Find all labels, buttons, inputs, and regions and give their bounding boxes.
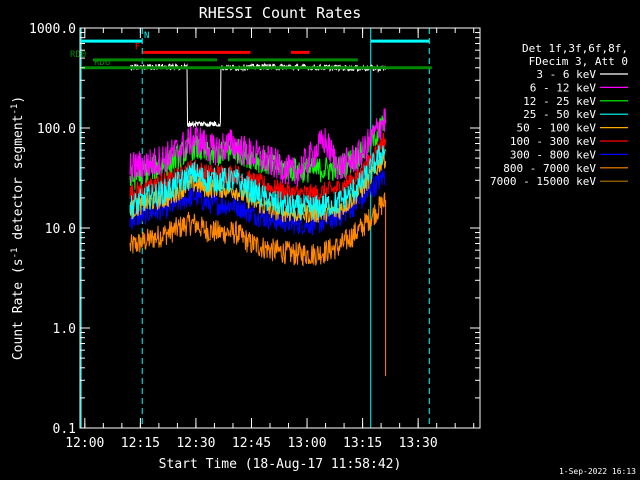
legend: Det 1f,3f,6f,8f, FDecim 3, Att 0 3 - 6 k… [490,42,628,188]
series-line [129,192,387,377]
legend-entry-label: 50 - 100 keV [517,122,597,135]
legend-entry-label: 800 - 7000 keV [503,162,596,175]
legend-entry-label: 3 - 6 keV [536,68,596,81]
legend-entry-label: 25 - 50 keV [523,108,596,121]
x-tick-label: 13:00 [287,436,326,451]
timestamp: 1-Sep-2022 16:13 [559,467,636,476]
chart-title: RHESSI Count Rates [199,4,362,22]
y-tick-label: 1.0 [53,322,76,337]
y-tick-label: 0.1 [53,422,76,437]
legend-entry-label: 12 - 25 keV [523,95,596,108]
x-tick-label: 12:45 [232,436,271,451]
y-tick-label: 10.0 [45,222,76,237]
x-tick-label: 12:15 [121,436,160,451]
x-tick-label: 13:15 [343,436,382,451]
flag-label: F [135,42,140,52]
flag-label: RD6 [94,58,110,68]
plot-frame [79,27,481,429]
x-tick-label: 12:00 [65,436,104,451]
series-line [129,108,387,187]
legend-header-line-2: FDecim 3, Att 0 [529,55,628,68]
x-tick-label: 12:30 [176,436,215,451]
series-line [129,144,387,221]
y-axis-label: Count Rate (s-1 detector segment-1) [10,96,26,360]
legend-header-line-1: Det 1f,3f,6f,8f, [522,42,628,55]
series-line [129,148,387,223]
y-tick-label: 100.0 [37,122,76,137]
x-axis-label: Start Time (18-Aug-17 11:58:42) [159,457,402,472]
legend-entry-label: 6 - 12 keV [530,81,597,94]
legend-entry-label: 7000 - 15000 keV [490,175,596,188]
x-tick-label: 13:30 [399,436,438,451]
y-tick-label: 1000.0 [29,22,76,37]
flag-label: N [144,31,149,41]
legend-entry-label: 100 - 300 keV [510,135,596,148]
series-line [129,113,387,190]
flag-label: RD0 [70,50,86,60]
legend-entry-label: 300 - 800 keV [510,148,596,161]
